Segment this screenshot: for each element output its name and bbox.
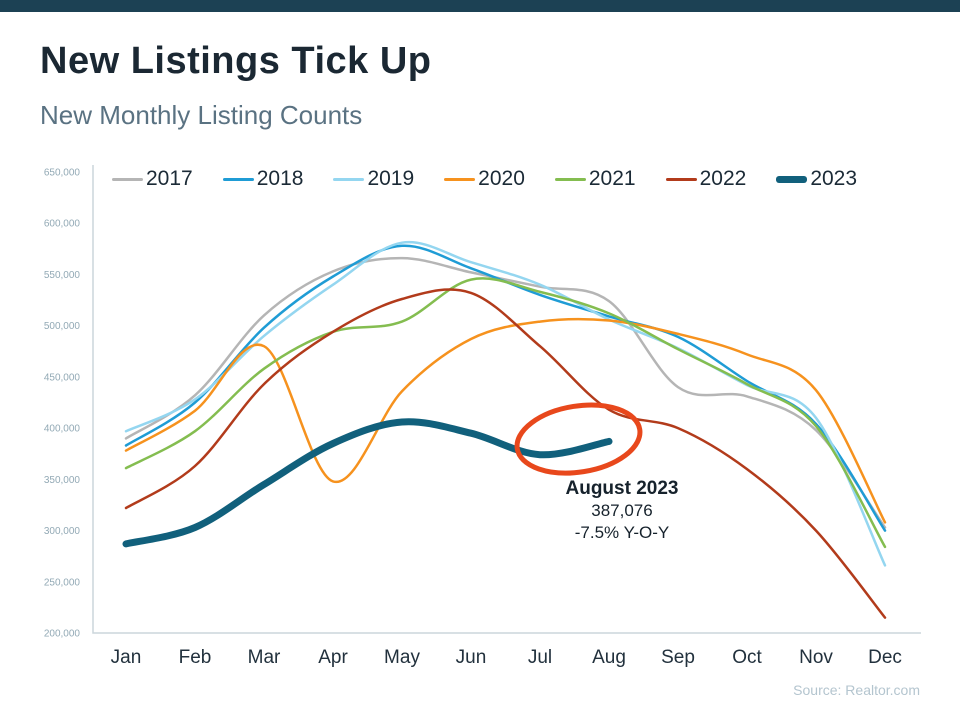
x-tick-label: Feb — [179, 647, 212, 668]
source-credit: Source: Realtor.com — [793, 682, 920, 698]
top-accent-bar — [0, 0, 960, 12]
y-tick-label: 200,000 — [44, 629, 81, 640]
x-tick-label: Dec — [868, 647, 902, 668]
y-tick-label: 250,000 — [44, 577, 81, 588]
series-line-2023 — [122, 418, 613, 548]
x-tick-label: Jul — [528, 647, 552, 668]
legend-swatch-2022 — [665, 177, 697, 181]
series-line-2020 — [124, 317, 887, 524]
highlight-ellipse — [514, 402, 643, 476]
legend-swatch-2021 — [554, 177, 586, 181]
legend-label-2019: 2019 — [367, 167, 415, 190]
legend-swatch-2018 — [222, 177, 254, 181]
legend-item-2022: 2022 — [665, 167, 747, 191]
legend-item-2019: 2019 — [333, 167, 414, 191]
legend-label-2020: 2020 — [478, 167, 525, 190]
series-line-2021 — [124, 277, 887, 549]
legend-item-2018: 2018 — [222, 167, 304, 191]
annotation-yoy-change: -7.5% Y-O-Y — [574, 523, 670, 542]
x-tick-label: Mar — [248, 647, 281, 668]
x-tick-label: Nov — [799, 647, 833, 668]
chart-legend: 2017 2018 2019 2020 2021 2022 2023 — [112, 164, 857, 194]
legend-item-2023: 2023 — [776, 167, 857, 191]
legend-item-2021: 2021 — [554, 167, 636, 191]
x-tick-label: Jun — [456, 647, 487, 668]
legend-swatch-2020 — [444, 177, 476, 181]
chart-subtitle: New Monthly Listing Counts — [40, 100, 363, 130]
legend-item-2017: 2017 — [112, 167, 193, 191]
y-tick-label: 550,000 — [44, 270, 81, 281]
x-tick-label: Aug — [592, 647, 626, 668]
y-tick-label: 350,000 — [44, 475, 81, 486]
x-tick-label: Oct — [732, 647, 762, 668]
y-tick-label: 600,000 — [44, 219, 81, 230]
x-tick-label: Sep — [661, 647, 695, 668]
y-tick-label: 400,000 — [44, 424, 81, 435]
legend-label-2023: 2023 — [810, 167, 858, 190]
legend-label-2021: 2021 — [588, 167, 636, 190]
series-line-2017 — [124, 256, 887, 529]
x-tick-label: Apr — [318, 647, 348, 668]
y-tick-label: 650,000 — [44, 168, 81, 179]
legend-label-2017: 2017 — [146, 167, 193, 190]
annotation-value: 387,076 — [591, 501, 653, 520]
legend-label-2022: 2022 — [699, 167, 747, 190]
x-tick-label: May — [384, 647, 420, 668]
legend-swatch-2023 — [776, 175, 808, 183]
legend-label-2018: 2018 — [256, 167, 304, 190]
page-title: New Listings Tick Up — [40, 40, 432, 82]
y-tick-label: 450,000 — [44, 372, 81, 383]
series-line-2019 — [124, 240, 887, 567]
y-tick-label: 500,000 — [44, 321, 81, 332]
legend-swatch-2019 — [333, 177, 365, 181]
legend-item-2020: 2020 — [444, 167, 525, 191]
callout-annotation: August 2023 387,076 -7.5% Y-O-Y — [512, 478, 732, 544]
annotation-month-label: August 2023 — [565, 478, 679, 499]
x-tick-label: Jan — [111, 647, 142, 668]
legend-swatch-2017 — [112, 177, 143, 181]
chart-axes — [92, 165, 921, 634]
series-line-2022 — [124, 288, 887, 619]
y-tick-label: 300,000 — [44, 526, 81, 537]
